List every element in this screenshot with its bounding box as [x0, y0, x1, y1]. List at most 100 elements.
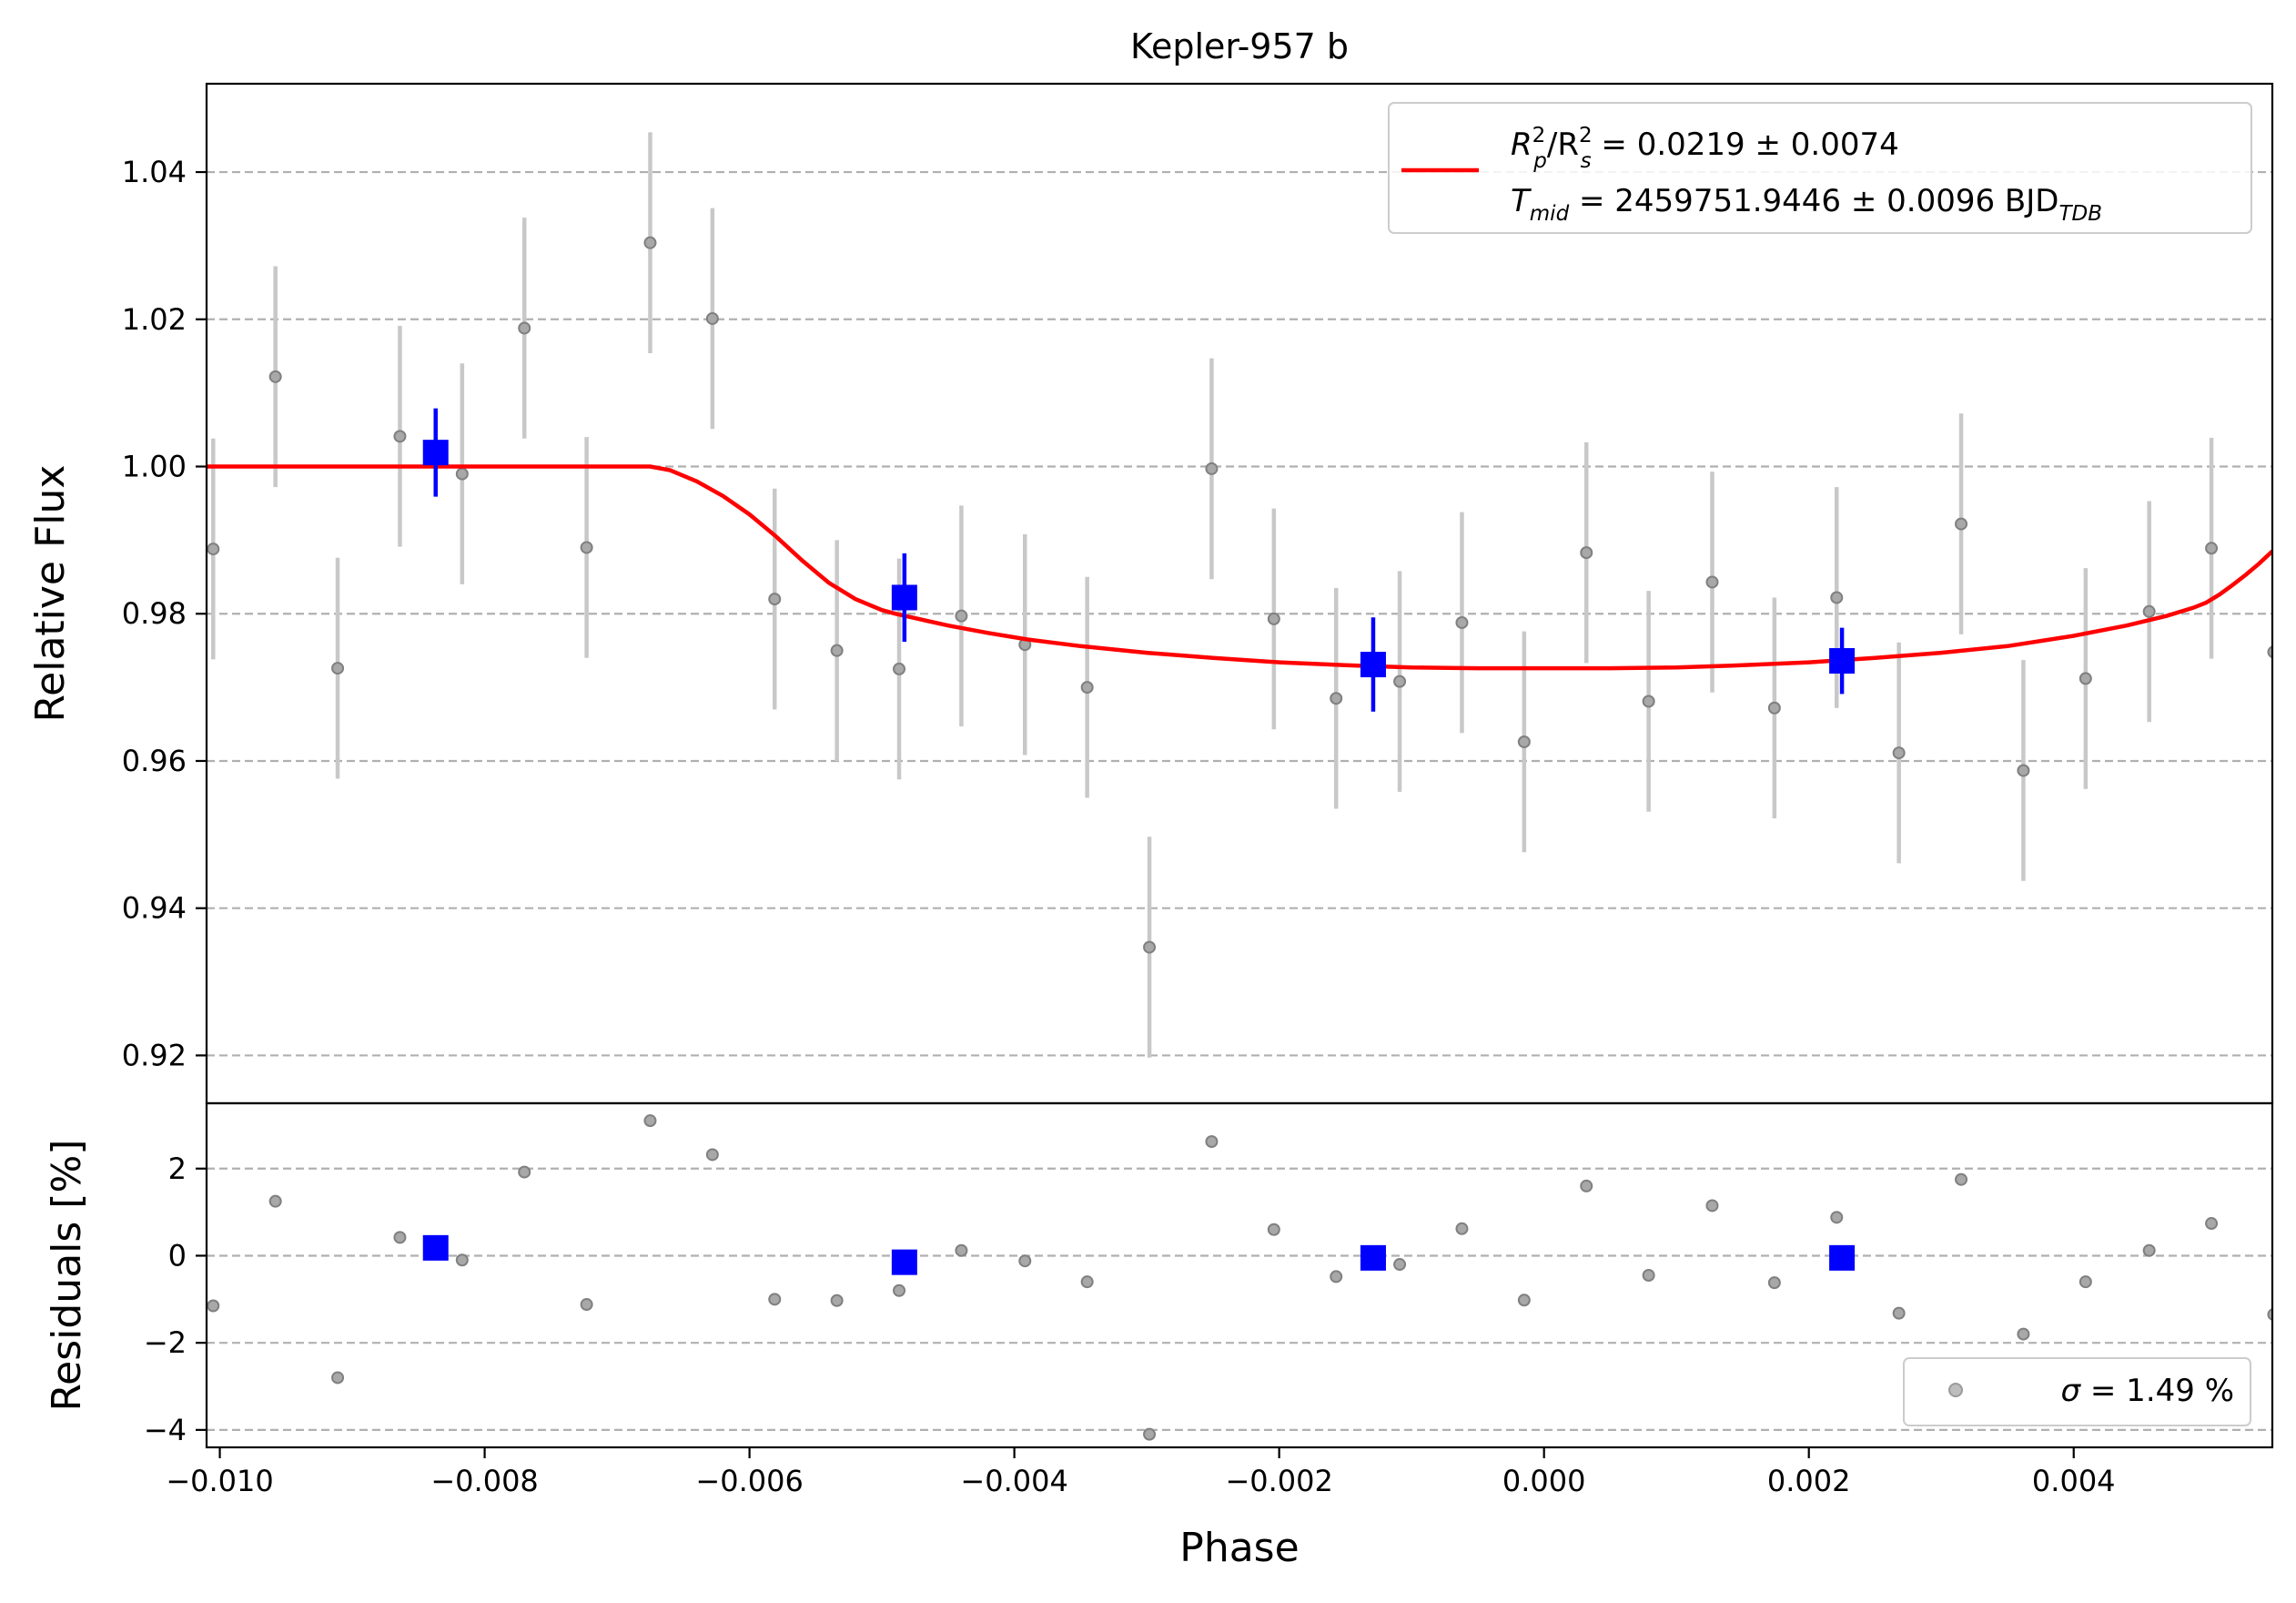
- flux-legend: R2 p/R2 s = 0.0219 ± 0.0074 Tmid = 2459751…: [1388, 102, 2252, 234]
- residual-data-point: [1267, 1223, 1280, 1236]
- residual-data-point: [207, 1299, 220, 1313]
- residual-data-point: [1830, 1211, 1844, 1224]
- residual-y-tick-label: 0: [168, 1238, 187, 1273]
- flux-data-point: [705, 311, 719, 325]
- residual-binned-point: [422, 1234, 449, 1261]
- flux-y-tick-label: 1.00: [122, 450, 187, 484]
- residual-y-tick-label: −2: [144, 1325, 187, 1360]
- residual-data-point: [1517, 1294, 1531, 1307]
- flux-data-point: [955, 609, 968, 623]
- flux-binned-point: [1829, 647, 1856, 674]
- phase-x-tick-label: −0.010: [166, 1464, 273, 1498]
- flux-data-point: [830, 644, 844, 657]
- residual-data-point: [2142, 1243, 2156, 1257]
- flux-data-point: [643, 236, 657, 249]
- residual-data-point: [1205, 1135, 1219, 1149]
- phase-x-ticks: −0.010 −0.008 −0.006 −0.004 −0.002 0.000 0.002…: [166, 1447, 2116, 1498]
- legend-radius-ratio: R2 p/R2 s = 0.0219 ± 0.0074: [1511, 124, 1899, 173]
- residual-data-point: [1455, 1222, 1469, 1235]
- flux-binned-points: [422, 408, 1856, 712]
- residual-binned-point: [1360, 1244, 1386, 1271]
- residual-data-point: [830, 1294, 844, 1307]
- flux-data-point: [1767, 701, 1781, 715]
- residual-gridlines: [207, 1167, 2272, 1431]
- legend-mid-transit: Tmid = 2459751.9446 ± 0.0096 BJDTDB: [1511, 183, 2102, 226]
- residual-data-point: [1330, 1270, 1343, 1283]
- flux-data-point: [1955, 517, 1968, 531]
- flux-data-point: [393, 430, 407, 443]
- residual-data-point: [1767, 1276, 1781, 1290]
- flux-data-point: [1642, 695, 1655, 708]
- flux-y-tick-label: 0.96: [122, 744, 187, 778]
- residual-data-point: [1955, 1172, 1968, 1186]
- flux-data-point: [893, 662, 906, 675]
- residual-legend-marker: [1948, 1383, 1963, 1397]
- residual-data-point: [1143, 1427, 1157, 1441]
- phase-x-tick-label: −0.004: [960, 1464, 1067, 1498]
- residual-binned-points: [422, 1234, 1856, 1275]
- flux-data-point: [1892, 746, 1906, 760]
- flux-y-tick-label: 0.92: [122, 1038, 187, 1072]
- flux-data-point: [1205, 462, 1219, 475]
- flux-errorbars: [211, 132, 2272, 1058]
- flux-data-point: [2205, 542, 2219, 555]
- residual-data-point: [331, 1371, 345, 1385]
- flux-data-point: [1455, 615, 1469, 629]
- residual-data-point: [393, 1231, 407, 1244]
- flux-legend-box: [1388, 102, 2252, 234]
- flux-data-point: [580, 541, 593, 554]
- phase-x-tick-label: −0.002: [1225, 1464, 1332, 1498]
- phase-x-tick-label: 0.002: [1767, 1464, 1851, 1498]
- flux-data-point: [2267, 645, 2272, 659]
- flux-data-point: [1143, 940, 1157, 954]
- residual-data-point: [1892, 1306, 1906, 1320]
- residual-data-point: [2267, 1308, 2272, 1321]
- residual-data-point: [893, 1283, 906, 1297]
- flux-y-tick-label: 1.02: [122, 302, 187, 337]
- flux-data-point: [1080, 681, 1094, 695]
- phase-x-tick-label: −0.006: [695, 1464, 803, 1498]
- residual-y-tick-label: −4: [144, 1413, 187, 1447]
- flux-data-point: [1705, 575, 1719, 589]
- residual-data-point: [1080, 1275, 1094, 1289]
- flux-data-points: [207, 236, 2272, 954]
- transit-model-curve: [207, 464, 2272, 671]
- flux-data-point: [1393, 675, 1407, 688]
- residual-data-point: [580, 1298, 593, 1312]
- residual-data-point: [643, 1114, 657, 1128]
- residual-data-point: [455, 1253, 469, 1267]
- residual-data-point: [518, 1165, 531, 1179]
- flux-data-point: [1267, 612, 1280, 625]
- phase-x-label: Phase: [1179, 1525, 1299, 1571]
- residuals-panel: −4 −2 0 2 Residuals [%] σ = 1.49 %: [44, 1101, 2274, 1449]
- phase-x-tick-label: 0.000: [1502, 1464, 1586, 1498]
- flux-y-tick-label: 1.04: [122, 155, 187, 189]
- residual-sigma-label: σ = 1.49 %: [2061, 1373, 2234, 1409]
- flux-data-point: [768, 593, 782, 606]
- flux-y-tick-label: 0.98: [122, 596, 187, 631]
- flux-data-point: [207, 543, 220, 556]
- flux-data-point: [268, 370, 282, 383]
- flux-data-point: [2079, 672, 2092, 685]
- residual-binned-point: [891, 1249, 917, 1275]
- residual-y-ticks: −4 −2 0 2: [144, 1152, 207, 1447]
- flux-y-ticks: 0.92 0.94 0.96 0.98 1.00 1.02 1.04: [122, 155, 207, 1072]
- residual-y-tick-label: 2: [168, 1152, 187, 1186]
- flux-binned-point: [422, 440, 449, 466]
- flux-data-point: [518, 321, 531, 335]
- residual-data-point: [1018, 1254, 1032, 1268]
- residual-data-point: [1705, 1199, 1719, 1212]
- residual-data-point: [1642, 1269, 1655, 1282]
- residual-data-point: [268, 1194, 282, 1208]
- residual-data-point: [2017, 1327, 2030, 1341]
- flux-binned-point: [891, 584, 917, 611]
- flux-data-point: [1580, 546, 1593, 560]
- chart-title: Kepler-957 b: [1130, 26, 1349, 66]
- residual-data-point: [2079, 1275, 2092, 1289]
- residual-data-point: [1580, 1179, 1593, 1192]
- residual-data-points: [207, 1114, 2272, 1441]
- flux-data-point: [2142, 604, 2156, 618]
- phase-x-tick-label: −0.008: [430, 1464, 538, 1498]
- residual-legend: σ = 1.49 %: [1903, 1357, 2251, 1426]
- flux-data-point: [2017, 764, 2030, 777]
